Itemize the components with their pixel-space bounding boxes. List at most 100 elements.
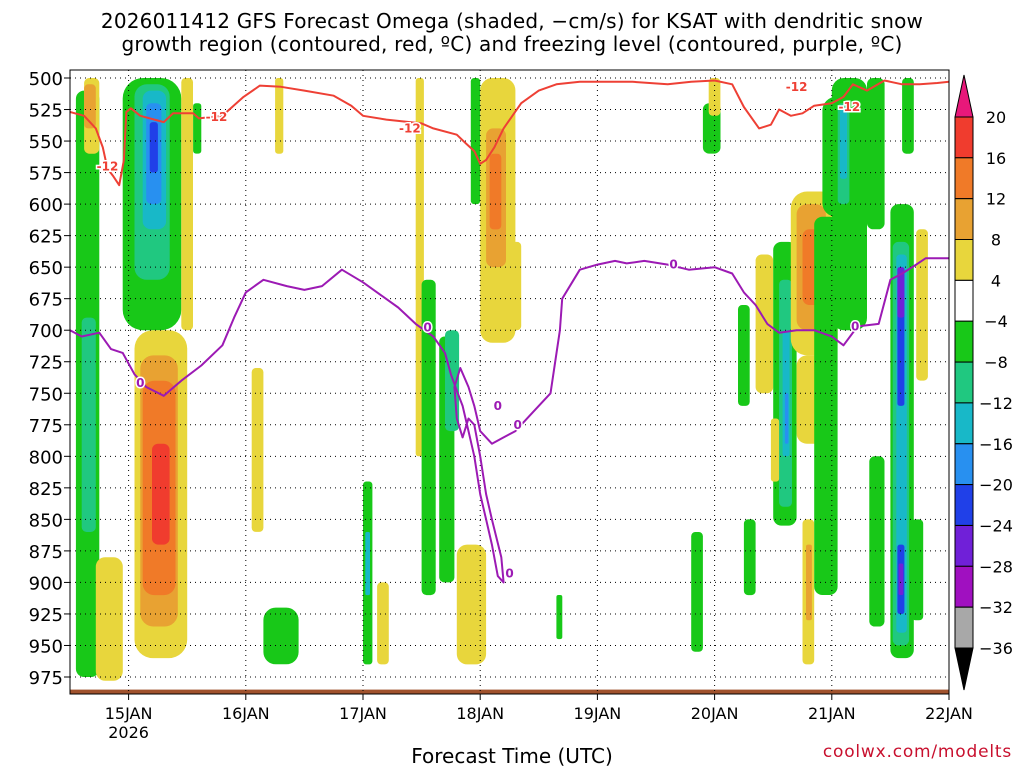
y-tick-label-550: 550 (29, 132, 63, 153)
x-axis-title: Forecast Time (UTC) (411, 744, 613, 768)
y-tick-label-900: 900 (29, 573, 63, 594)
colorbar-bin-8 (954, 402, 974, 445)
contour-label-1-3: 0 (505, 567, 513, 581)
contour-label-0-2: -12 (399, 121, 421, 135)
omega-region-67 (911, 519, 924, 621)
omega-region-34 (708, 78, 721, 116)
colorbar-bin-12 (954, 565, 974, 608)
omega-region-38 (743, 519, 756, 596)
omega-region-57 (869, 456, 885, 627)
omega-region-66 (916, 229, 928, 381)
omega-region-50 (806, 544, 812, 621)
x-tick-label-20: 20JAN (691, 704, 739, 723)
colorbar-bin-3 (954, 198, 974, 240)
colorbar-label-4: 4 (991, 271, 1001, 290)
contour-label-1-1: 0 (423, 321, 431, 335)
colorbar-bin-7 (954, 361, 974, 404)
colorbar-label-5: −4 (984, 312, 1008, 331)
colorbar-top-arrow (954, 74, 974, 118)
y-tick-label-975: 975 (29, 668, 63, 689)
contour-label-0-1: -12 (206, 110, 228, 124)
y-tick-label-925: 925 (29, 605, 63, 626)
x-tick-label-17: 17JAN (339, 704, 387, 723)
contour-label-1-2: 0 (494, 399, 502, 413)
y-tick-label-625: 625 (29, 227, 63, 248)
y-tick-label-850: 850 (29, 510, 63, 531)
omega-region-64 (898, 563, 904, 595)
colorbar-label-2: 12 (986, 190, 1006, 209)
y-tick-label-750: 750 (29, 384, 63, 405)
omega-region-23 (421, 279, 436, 596)
x-tick-label-15: 15JAN (105, 704, 153, 723)
contour-label-1-0: 0 (136, 376, 144, 390)
colorbar-label-7: −12 (979, 394, 1013, 413)
colorbar-label-9: −20 (979, 476, 1013, 495)
colorbar-label-13: −36 (979, 639, 1013, 658)
omega-region-31 (509, 241, 522, 331)
colorbar-bottom-arrow (954, 647, 974, 691)
colorbar-label-11: −28 (979, 557, 1013, 576)
y-tick-label-800: 800 (29, 447, 63, 468)
omega-region-4 (84, 84, 96, 129)
omega-region-15 (193, 103, 202, 154)
y-tick-label-775: 775 (29, 416, 63, 437)
omega-region-17 (263, 607, 299, 665)
omega-region-13 (152, 443, 170, 545)
terrain-layer (70, 689, 949, 694)
omega-region-42 (784, 393, 789, 444)
omega-region-35 (691, 532, 703, 652)
colorbar-label-6: −8 (984, 353, 1008, 372)
colorbar-bin-9 (954, 443, 974, 486)
omega-region-56 (867, 78, 885, 230)
y-tick-label-650: 650 (29, 258, 63, 279)
omega-shading (75, 78, 928, 681)
contour-label-0-3: -12 (786, 80, 808, 94)
contour-label-0-4: -12 (839, 100, 861, 114)
contour-label-1-5: 0 (669, 258, 677, 272)
contour-0 (70, 79, 949, 187)
colorbar-bin-2 (954, 157, 974, 200)
y-tick-label-825: 825 (29, 479, 63, 500)
colorbar-bin-11 (954, 525, 974, 567)
colorbar-bin-13 (954, 606, 974, 649)
x-tick-label-21: 21JAN (808, 704, 856, 723)
omega-region-9 (149, 122, 158, 173)
chart-title-line-1: 2026011412 GFS Forecast Omega (shaded, −… (100, 9, 924, 33)
omega-region-65 (902, 78, 914, 154)
omega-region-32 (556, 595, 563, 640)
omega-region-2 (95, 557, 123, 681)
colorbar-bin-6 (954, 320, 974, 363)
omega-region-37 (755, 254, 774, 394)
y-tick-label-575: 575 (29, 164, 63, 185)
omega-region-1 (81, 317, 96, 532)
colorbar-bin-4 (954, 239, 974, 281)
colorbar-label-12: −32 (979, 598, 1013, 617)
omega-region-26 (456, 544, 487, 665)
credit-text: coolwx.com/modelts (822, 742, 1012, 762)
omega-region-14 (181, 78, 193, 331)
colorbar-label-3: 8 (991, 231, 1001, 250)
colorbar-label-10: −24 (979, 517, 1013, 536)
omega-region-16 (251, 368, 264, 532)
chart-title-line-2: growth region (contoured, red, ºC) and f… (121, 32, 903, 56)
y-tick-label-500: 500 (29, 69, 63, 90)
x-tick-sublabel-15: 2026 (108, 723, 149, 742)
y-tick-label-700: 700 (29, 321, 63, 342)
colorbar-label-0: 20 (986, 108, 1006, 127)
contour-label-0-0: -12 (97, 159, 119, 173)
omega-region-21 (377, 582, 389, 665)
omega-region-55 (840, 109, 847, 179)
y-tick-label-725: 725 (29, 353, 63, 374)
y-tick-label-600: 600 (29, 195, 63, 216)
x-tick-label-19: 19JAN (574, 704, 622, 723)
contour-1 (70, 257, 949, 584)
omega-region-43 (770, 418, 780, 482)
terrain-surface (70, 689, 949, 694)
x-tick-label-18: 18JAN (456, 704, 504, 723)
colorbar-label-8: −16 (979, 435, 1013, 454)
y-tick-label-875: 875 (29, 542, 63, 563)
contour-label-1-4: 0 (514, 418, 522, 432)
